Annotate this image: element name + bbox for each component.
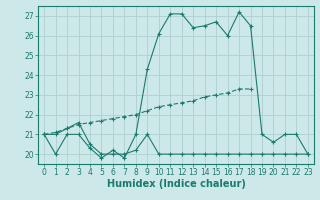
- X-axis label: Humidex (Indice chaleur): Humidex (Indice chaleur): [107, 179, 245, 189]
